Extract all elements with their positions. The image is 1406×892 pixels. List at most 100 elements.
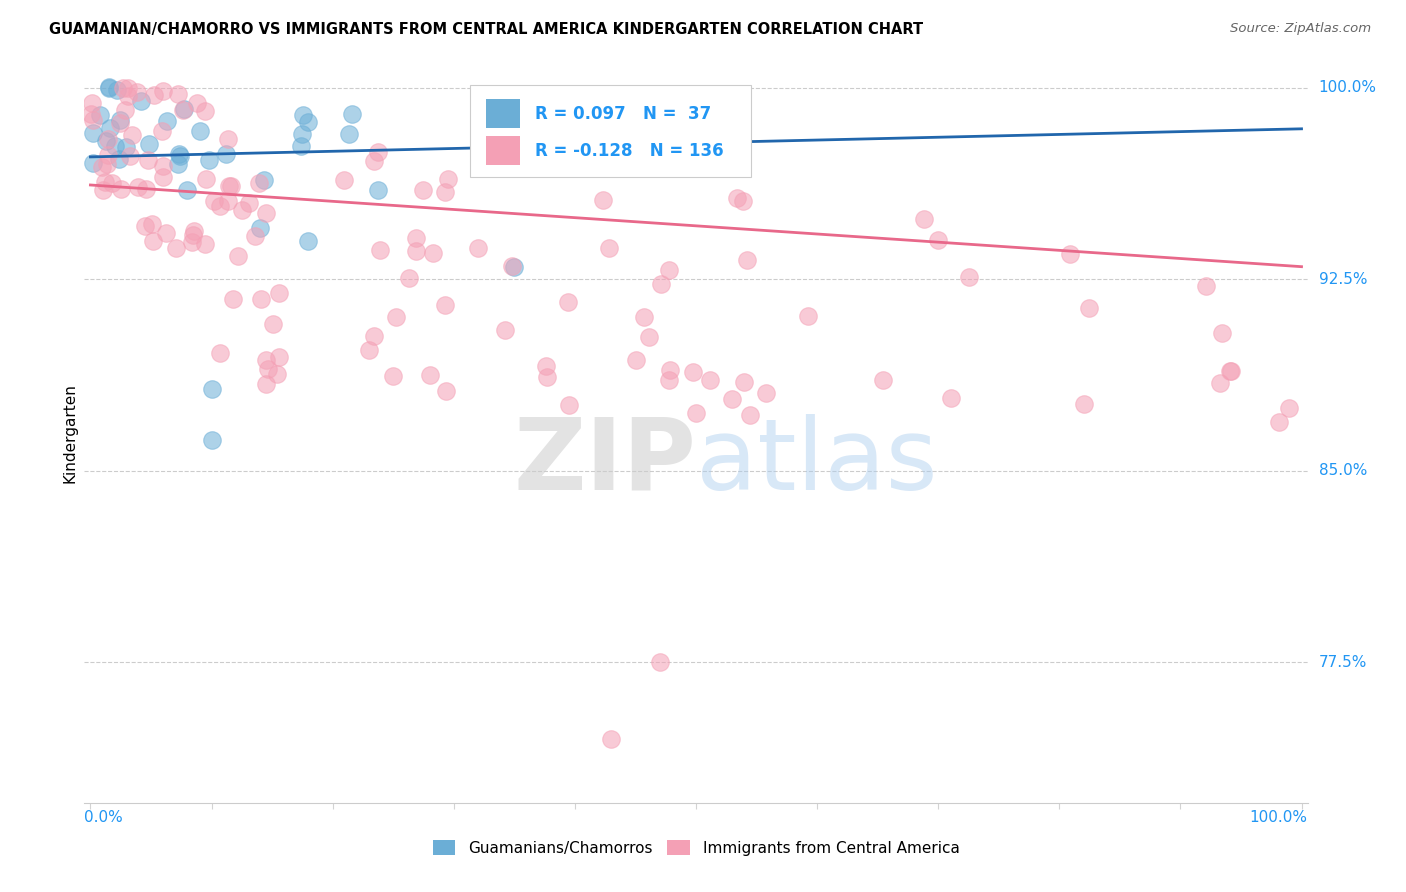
Point [503,260,526,274]
Point [650,277,672,291]
Point [682,364,704,378]
Point [412,183,434,197]
Point [342,107,364,121]
Point [254,206,277,220]
Point [269,286,291,301]
Point [82,95,104,110]
Point [267,351,290,365]
Point [155,226,177,240]
Point [142,88,165,103]
Point [558,398,581,412]
Point [165,241,187,255]
Point [1077,301,1099,316]
Text: ZIP: ZIP [513,414,696,511]
Point [194,236,217,251]
Text: atlas: atlas [696,414,938,511]
Point [297,234,319,248]
Point [105,83,128,97]
Point [96,156,118,170]
Point [914,212,936,227]
Point [254,352,277,367]
Point [262,317,284,331]
Point [195,172,218,186]
Point [266,367,288,381]
Point [384,310,406,324]
Point [231,203,253,218]
Point [685,405,707,419]
Point [152,159,174,173]
Point [200,382,222,396]
Text: 85.0%: 85.0% [1319,464,1367,478]
Point [731,194,754,208]
Point [142,234,165,248]
Point [1211,326,1233,340]
Y-axis label: Kindergarten: Kindergarten [62,383,77,483]
Point [648,656,671,670]
Point [367,145,389,159]
Point [167,87,190,101]
Point [624,353,647,368]
Point [557,294,579,309]
Text: R = -0.128   N = 136: R = -0.128 N = 136 [534,142,723,160]
Point [108,112,131,127]
Point [721,392,744,407]
Point [592,193,614,207]
Point [156,114,179,128]
Point [254,376,277,391]
Point [658,263,681,277]
Point [297,115,319,129]
Point [238,196,260,211]
Point [797,309,820,323]
Point [598,240,620,254]
Point [98,120,121,135]
Point [534,359,557,373]
Text: 100.0%: 100.0% [1250,811,1308,825]
Point [467,241,489,255]
Point [699,372,721,386]
Point [150,124,173,138]
Point [217,132,239,146]
Point [200,434,222,448]
Point [96,134,118,148]
Point [291,127,314,141]
Point [209,199,232,213]
Point [97,81,120,95]
Point [363,154,385,169]
Point [737,252,759,267]
Point [188,124,211,138]
Point [382,369,405,384]
Point [208,346,231,360]
Point [536,369,558,384]
Point [367,183,389,197]
Point [82,127,104,141]
Point [173,102,195,116]
Point [363,329,385,343]
Point [368,244,391,258]
Point [740,408,762,422]
Point [1073,397,1095,411]
Point [169,148,191,162]
Point [1209,376,1232,390]
Point [97,131,120,145]
Point [249,221,271,235]
Point [501,259,523,273]
Point [186,96,208,111]
Point [337,127,360,141]
Text: 0.0%: 0.0% [84,811,124,825]
Point [433,298,456,312]
Point [166,157,188,171]
Point [202,194,225,209]
Point [1195,278,1218,293]
Point [82,155,104,169]
Point [181,228,204,243]
Point [80,106,103,120]
Point [172,103,194,118]
FancyBboxPatch shape [470,85,751,178]
Point [127,85,149,99]
Point [250,293,273,307]
Point [939,391,962,405]
Point [108,115,131,129]
Text: GUAMANIAN/CHAMORRO VS IMMIGRANTS FROM CENTRAL AMERICA KINDERGARTEN CORRELATION C: GUAMANIAN/CHAMORRO VS IMMIGRANTS FROM CE… [49,22,924,37]
Text: Source: ZipAtlas.com: Source: ZipAtlas.com [1230,22,1371,36]
Point [94,175,117,189]
